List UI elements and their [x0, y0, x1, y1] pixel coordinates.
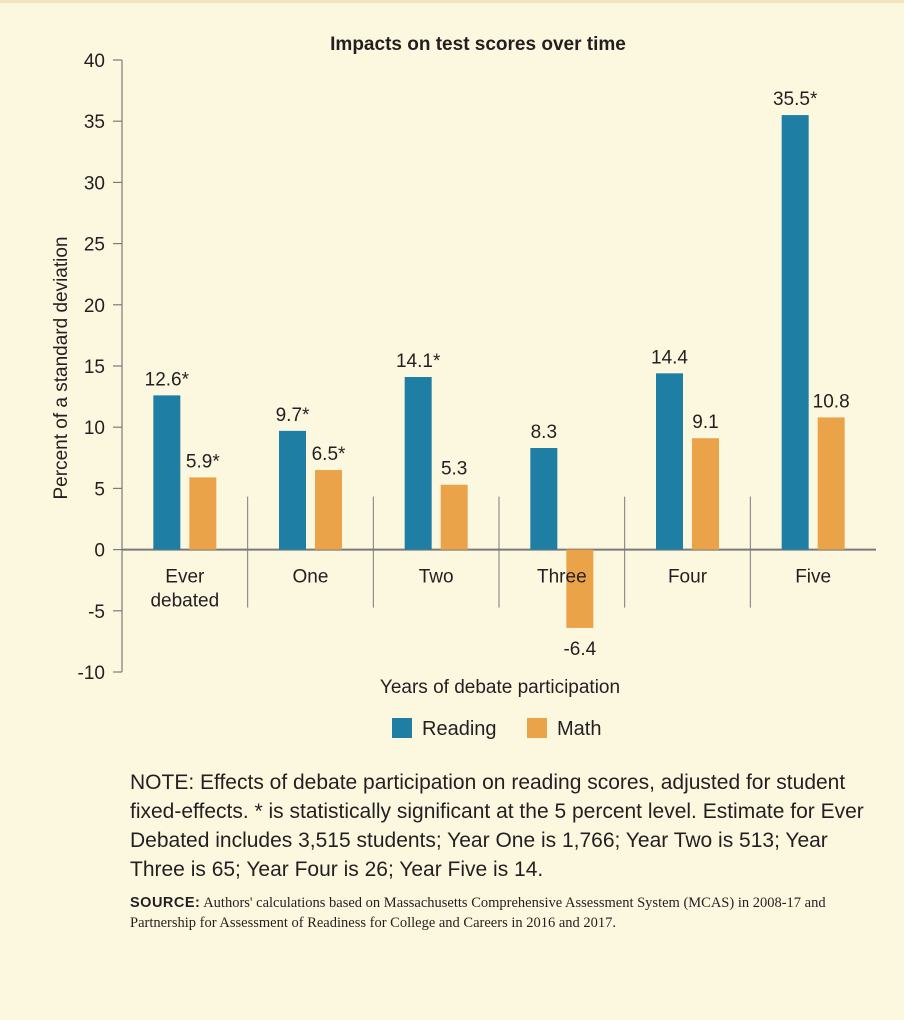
- reading-legend-label: Reading: [422, 718, 497, 740]
- math-bar: [440, 484, 468, 550]
- reading-bar: [781, 115, 809, 550]
- top-divider: [0, 0, 904, 3]
- y-tick-label: 5: [94, 479, 105, 500]
- math-bar: [315, 470, 342, 550]
- x-tick-label: Five: [795, 567, 831, 588]
- math-bar: [189, 477, 217, 550]
- y-tick-label: -10: [78, 663, 105, 684]
- reading-data-label: 14.1*: [396, 351, 441, 372]
- x-tick-label: Ever debated: [150, 567, 219, 612]
- reading-data-label: 35.5*: [773, 89, 818, 110]
- source-label: SOURCE:: [130, 895, 201, 911]
- math-bar: [692, 438, 719, 550]
- y-tick-label: 30: [84, 173, 105, 194]
- reading-data-label: 14.4: [651, 347, 688, 368]
- math-data-label: 6.5*: [312, 444, 346, 465]
- source-text: Authors' calculations based on Massachus…: [130, 895, 826, 931]
- math-bar: [817, 417, 845, 550]
- x-axis-label: Years of debate participation: [380, 677, 620, 698]
- math-data-label: 9.1: [692, 412, 718, 433]
- math-data-label: 5.9*: [186, 451, 220, 472]
- reading-data-label: 9.7*: [276, 405, 310, 426]
- y-axis-label: Percent of a standard deviation: [51, 236, 72, 499]
- math-data-label: 5.3: [441, 459, 467, 480]
- y-tick-label: 40: [84, 51, 105, 72]
- y-tick-label: 0: [94, 541, 105, 562]
- math-legend-swatch: [527, 718, 547, 738]
- reading-legend-swatch: [392, 718, 412, 738]
- chart-title: Impacts on test scores over time: [330, 34, 626, 55]
- reading-bar: [153, 395, 181, 550]
- reading-data-label: 12.6*: [145, 369, 190, 390]
- math-data-label: -6.4: [563, 639, 596, 660]
- math-bar: [566, 549, 594, 628]
- source-note: SOURCE: Authors' calculations based on M…: [130, 893, 830, 933]
- y-tick-label: 15: [84, 357, 105, 378]
- math-data-label: 10.8: [813, 391, 850, 412]
- y-tick-label: 10: [84, 418, 105, 439]
- bar-chart: Impacts on test scores over time Percent…: [51, 34, 876, 740]
- y-tick-label: 35: [84, 112, 105, 133]
- reading-bar: [656, 373, 683, 550]
- y-tick-label: 25: [84, 235, 105, 256]
- bars: 12.6* 5.9* Ever debated 9.7*6.5* One 14.1* 5.3 T…: [145, 89, 850, 660]
- reading-bar: [279, 430, 306, 550]
- x-tick-label: Three: [537, 567, 587, 588]
- note-text: NOTE: Effects of debate participation on…: [130, 771, 864, 881]
- x-tick-label: Four: [668, 567, 708, 588]
- y-tick-label: 20: [84, 296, 105, 317]
- legend: Reading Math: [392, 718, 601, 740]
- reading-bar: [530, 448, 558, 550]
- y-tick-label: -5: [88, 602, 105, 623]
- math-legend-label: Math: [557, 718, 601, 740]
- x-tick-label: One: [293, 567, 329, 588]
- x-tick-label: Two: [419, 567, 454, 588]
- reading-data-label: 8.3: [531, 422, 557, 443]
- reading-bar: [404, 377, 432, 550]
- axes: -10 -5 0 5 10 15 20 25 30 35 40: [78, 51, 876, 684]
